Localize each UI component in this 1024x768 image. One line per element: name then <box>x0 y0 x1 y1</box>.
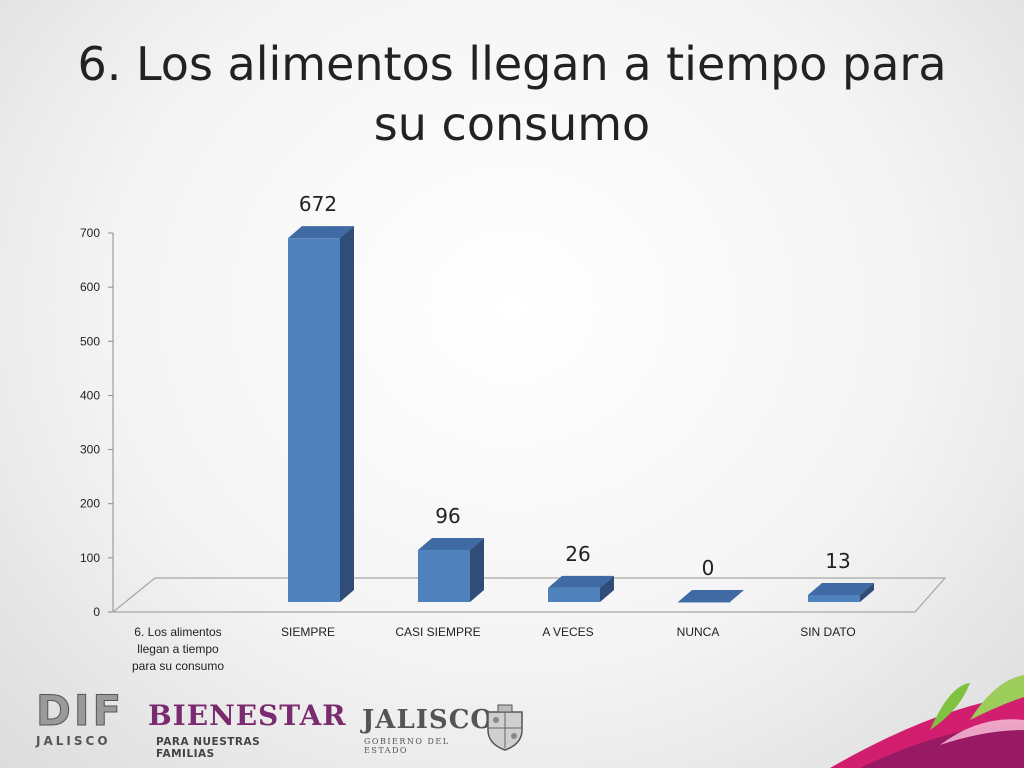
bar-front-2 <box>418 550 470 602</box>
data-label: 0 <box>702 556 715 580</box>
bar-side-3 <box>600 575 614 602</box>
data-label: 672 <box>299 192 337 216</box>
bar-top-5 <box>808 582 874 595</box>
y-tick-label: 500 <box>80 334 100 348</box>
category-label: llegan a tiempo <box>137 642 219 656</box>
dif-jalisco-logo: DIF JALISCO <box>36 686 125 750</box>
bienestar-logo-text: BIENESTAR <box>148 699 347 732</box>
slide-title: 6. Los alimentos llegan a tiempo para su… <box>77 37 947 151</box>
dif-logo-text: DIF <box>36 686 125 735</box>
y-tick-label: 0 <box>93 605 100 619</box>
y-tick-label: 700 <box>80 226 100 240</box>
data-label: 96 <box>435 504 460 528</box>
jalisco-logo: JALISCO GOBIERNO DEL ESTADO <box>362 705 495 755</box>
category-label: 6. Los alimentos <box>134 625 221 639</box>
data-labels: 672 96 26 0 13 <box>299 192 851 580</box>
bar-front-3 <box>548 587 600 602</box>
y-tick-label: 300 <box>80 443 100 457</box>
jalisco-logo-text: JALISCO <box>362 705 495 735</box>
jalisco-logo-subtext: GOBIERNO DEL ESTADO <box>364 737 450 755</box>
y-tick-label: 100 <box>80 551 100 565</box>
dif-logo-subtext: JALISCO <box>36 734 111 748</box>
category-label: SIEMPRE <box>281 625 335 639</box>
bar-side-5 <box>860 582 874 602</box>
data-label: 26 <box>565 542 590 566</box>
bar-front-4 <box>678 602 730 603</box>
category-label: NUNCA <box>677 625 720 639</box>
coat-of-arms-icon <box>487 704 523 751</box>
category-labels: 6. Los alimentos llegan a tiempo para su c… <box>132 625 856 673</box>
bar-chart: 0 100 200 300 400 500 600 700 672 96 26 0 13 6. Los… <box>80 192 947 673</box>
y-tick-label: 200 <box>80 497 100 511</box>
bars <box>288 226 874 603</box>
category-label: para su consumo <box>132 659 224 673</box>
y-axis: 0 100 200 300 400 500 600 700 <box>80 226 114 619</box>
bar-top-3 <box>548 575 614 588</box>
category-label: CASI SIEMPRE <box>395 625 480 639</box>
bar-front-1 <box>288 238 340 602</box>
bar-top-4 <box>678 590 744 602</box>
bar-front-5 <box>808 594 860 602</box>
chart-floor-plane <box>111 577 947 613</box>
bienestar-logo-subtext: PARA NUESTRAS FAMILIAS <box>156 736 261 760</box>
bar-top-2 <box>418 538 484 551</box>
bienestar-logo: BIENESTAR PARA NUESTRAS FAMILIAS <box>148 699 347 761</box>
category-label: SIN DATO <box>800 625 856 639</box>
decorative-swoosh <box>830 675 1024 768</box>
y-tick-label: 600 <box>80 280 100 294</box>
chart-floor <box>111 577 947 613</box>
data-label: 13 <box>825 549 850 573</box>
bar-top-1 <box>288 226 354 239</box>
bar-side-1 <box>340 226 354 602</box>
category-label: A VECES <box>542 625 593 639</box>
bar-side-2 <box>470 538 484 602</box>
y-tick-label: 400 <box>80 388 100 402</box>
